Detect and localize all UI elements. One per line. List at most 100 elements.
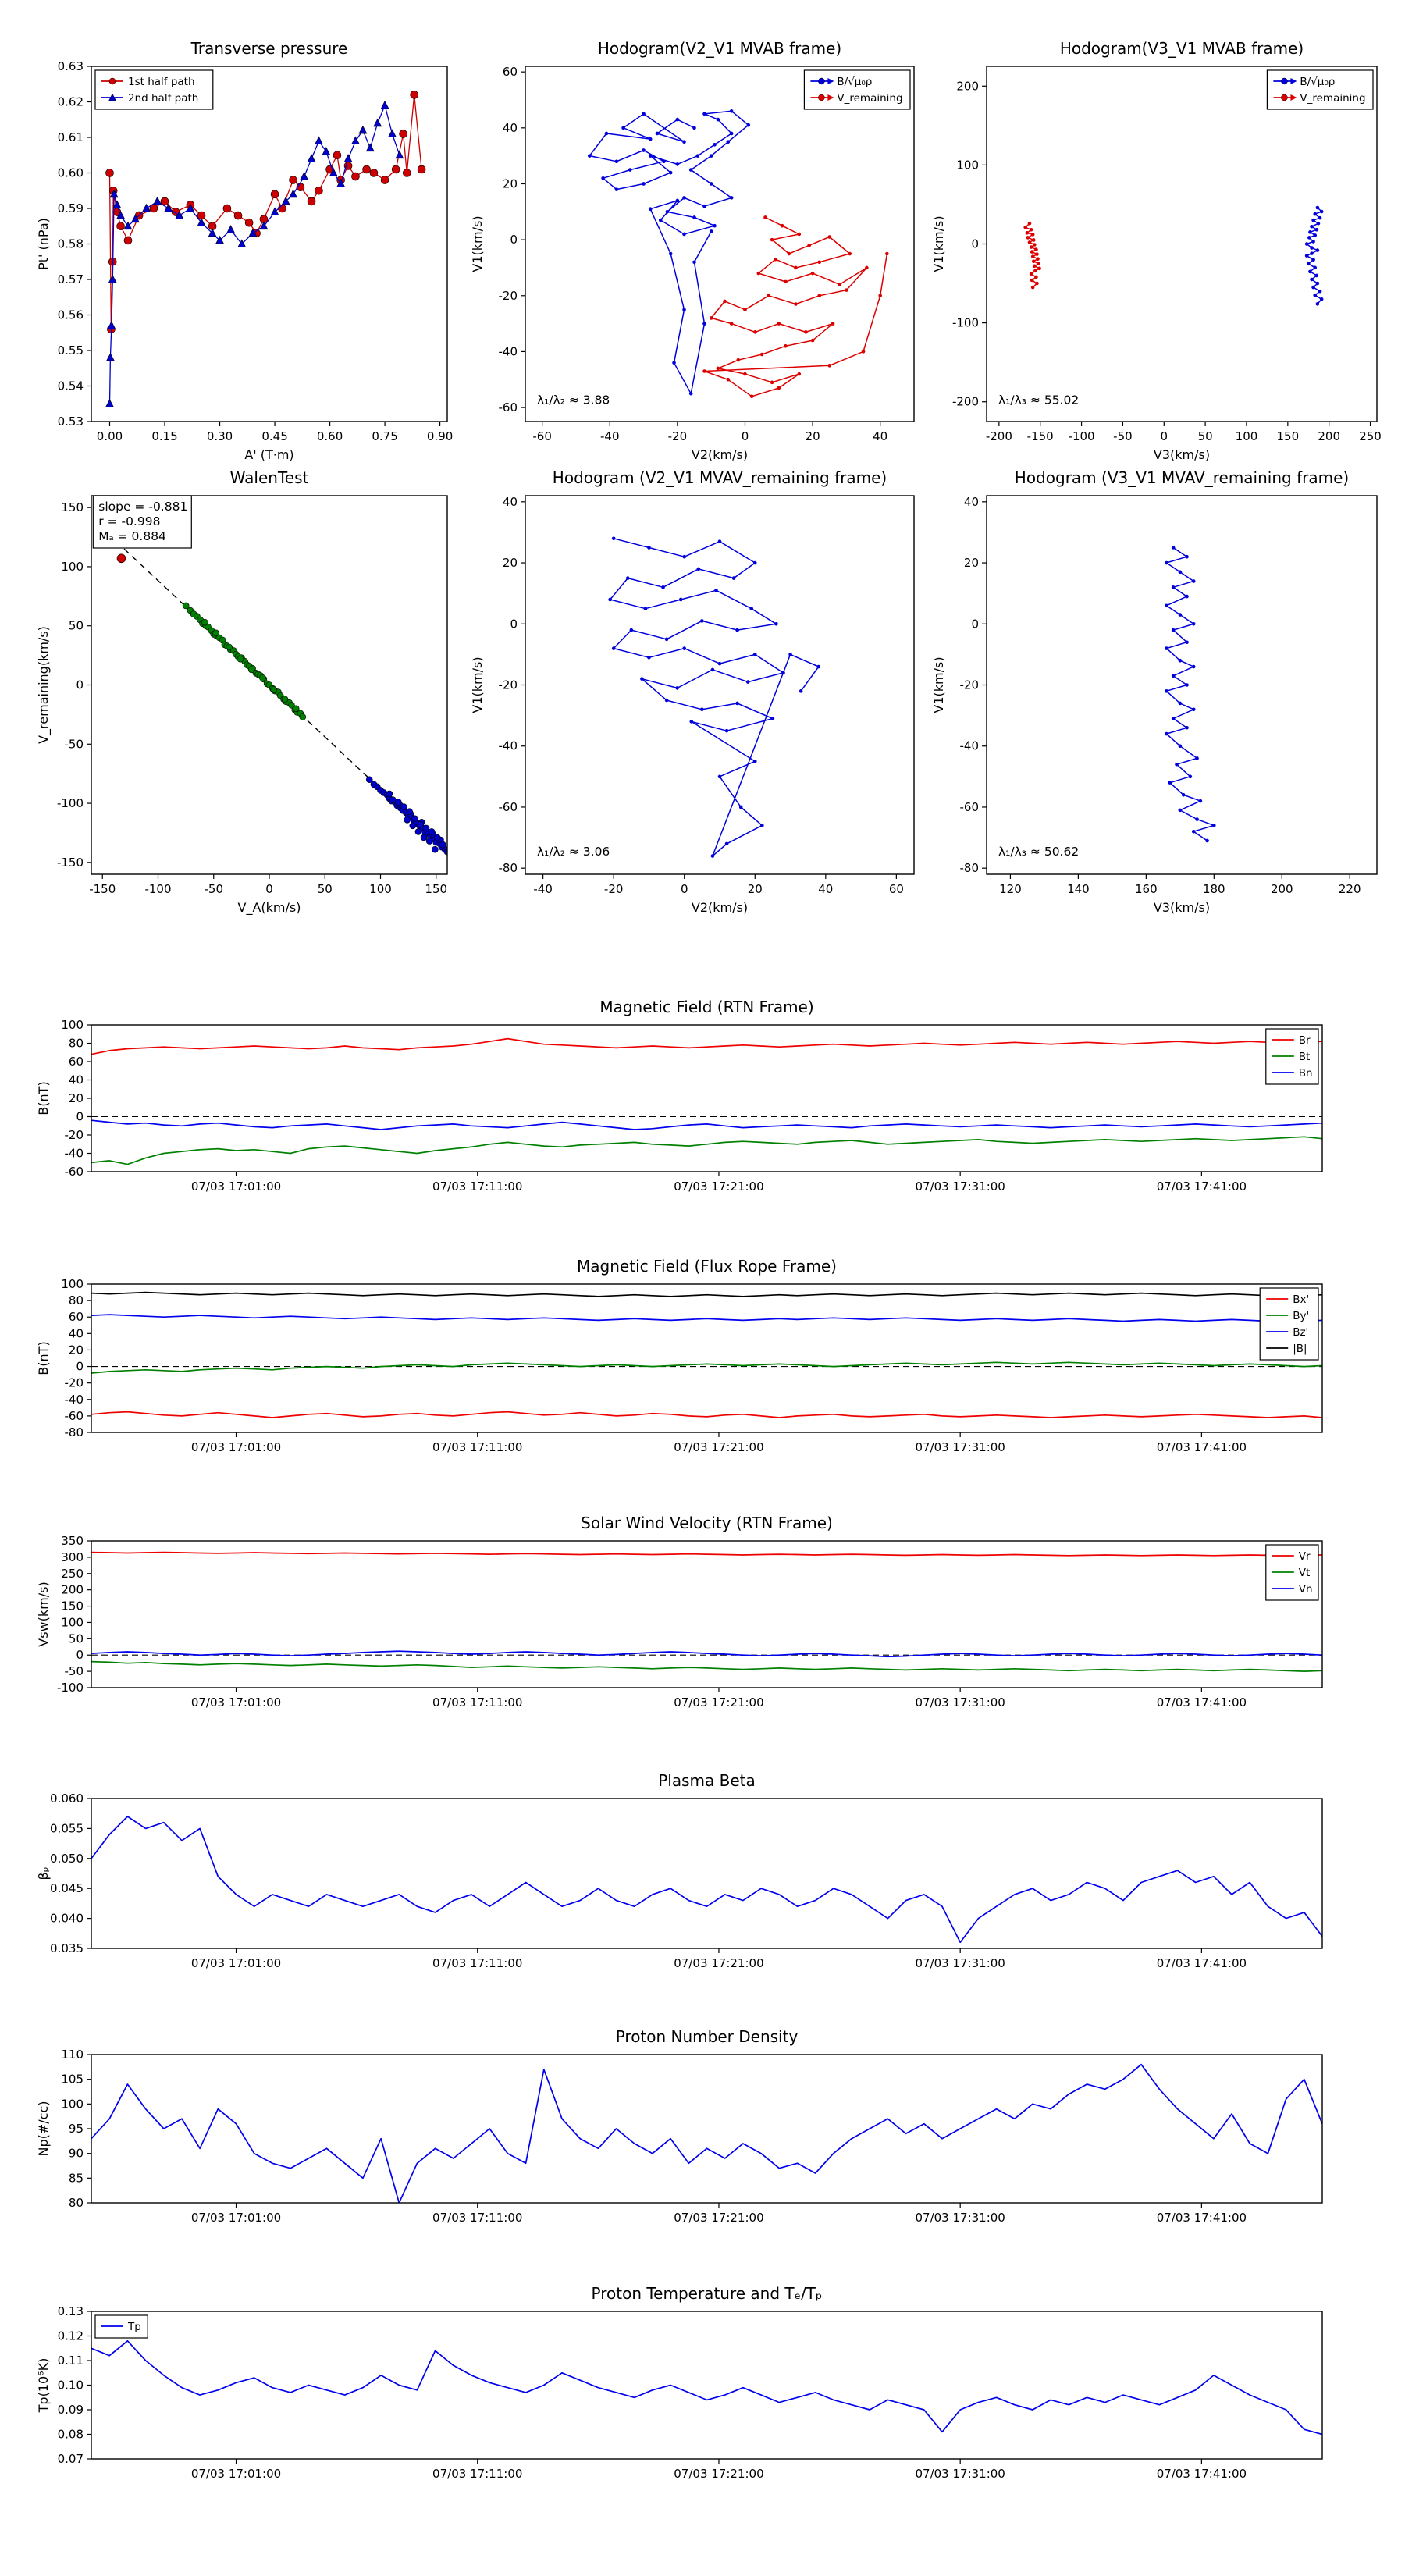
svg-text:-150: -150 xyxy=(57,856,84,870)
svg-text:0.00: 0.00 xyxy=(97,429,123,443)
svg-text:0.61: 0.61 xyxy=(58,130,84,144)
svg-text:20: 20 xyxy=(806,429,820,443)
svg-text:A' (T·m): A' (T·m) xyxy=(244,447,293,462)
svg-text:-40: -40 xyxy=(65,1393,84,1407)
svg-text:40: 40 xyxy=(818,882,833,896)
svg-text:0.57: 0.57 xyxy=(58,272,84,286)
svg-text:-20: -20 xyxy=(604,882,624,896)
svg-text:V2(km/s): V2(km/s) xyxy=(692,447,748,462)
svg-text:200: 200 xyxy=(1318,429,1340,443)
chart-title: Magnetic Field (Flux Rope Frame) xyxy=(577,1257,837,1276)
svg-text:V3(km/s): V3(km/s) xyxy=(1154,447,1210,462)
svg-text:07/03 17:01:00: 07/03 17:01:00 xyxy=(191,2211,281,2225)
svg-text:λ₁/λ₃ ≈ 55.02: λ₁/λ₃ ≈ 55.02 xyxy=(998,393,1079,407)
svg-text:-100: -100 xyxy=(144,882,171,896)
svg-text:0.10: 0.10 xyxy=(58,2379,84,2393)
svg-text:100: 100 xyxy=(1236,429,1258,443)
svg-text:-40: -40 xyxy=(65,1147,84,1161)
svg-text:07/03 17:21:00: 07/03 17:21:00 xyxy=(674,2211,763,2225)
svg-text:0.055: 0.055 xyxy=(50,1821,84,1835)
svg-text:Tp: Tp xyxy=(127,2321,141,2333)
chart-title: Magnetic Field (RTN Frame) xyxy=(599,998,814,1016)
svg-text:-20: -20 xyxy=(65,1128,84,1142)
svg-text:V1(km/s): V1(km/s) xyxy=(470,215,485,272)
svg-text:Vt: Vt xyxy=(1299,1567,1311,1579)
svg-text:350: 350 xyxy=(61,1534,84,1548)
svg-text:0: 0 xyxy=(742,429,749,443)
svg-text:85: 85 xyxy=(69,2171,84,2185)
svg-text:20: 20 xyxy=(964,556,979,570)
svg-text:07/03 17:11:00: 07/03 17:11:00 xyxy=(432,2467,522,2481)
svg-text:0.30: 0.30 xyxy=(207,429,233,443)
svg-text:-40: -40 xyxy=(499,739,518,753)
chart-title: Solar Wind Velocity (RTN Frame) xyxy=(581,1514,833,1532)
svg-text:0: 0 xyxy=(1160,429,1168,443)
svg-text:-40: -40 xyxy=(960,739,980,753)
svg-text:160: 160 xyxy=(1135,882,1158,896)
chart-title: Plasma Beta xyxy=(658,1771,756,1790)
svg-text:95: 95 xyxy=(69,2122,84,2136)
svg-text:07/03 17:31:00: 07/03 17:31:00 xyxy=(915,1179,1005,1194)
svg-text:-150: -150 xyxy=(1027,429,1054,443)
svg-text:0.045: 0.045 xyxy=(50,1881,84,1895)
chart-magnetic-field-fluxrope: Magnetic Field (Flux Rope Frame) 07/03 1… xyxy=(29,1240,1338,1471)
svg-text:0: 0 xyxy=(681,882,688,896)
svg-text:-50: -50 xyxy=(65,1664,84,1678)
svg-text:-60: -60 xyxy=(532,429,552,443)
svg-text:07/03 17:21:00: 07/03 17:21:00 xyxy=(674,1440,763,1454)
svg-text:V1(km/s): V1(km/s) xyxy=(470,656,485,713)
svg-text:07/03 17:11:00: 07/03 17:11:00 xyxy=(432,1440,522,1454)
chart-title: Hodogram(V2_V1 MVAB frame) xyxy=(597,39,842,58)
svg-text:60: 60 xyxy=(69,1310,84,1324)
svg-text:07/03 17:41:00: 07/03 17:41:00 xyxy=(1157,2211,1247,2225)
chart-transverse-pressure: Transverse pressure 0.00 0.15 0.30 0.45 0.60… xyxy=(29,22,463,468)
svg-text:100: 100 xyxy=(369,882,392,896)
chart-hodogram-v3v1-mvav: Hodogram (V3_V1 MVAV_remaining frame) 12… xyxy=(924,451,1393,921)
svg-text:20: 20 xyxy=(69,1091,84,1105)
svg-text:-40: -40 xyxy=(600,429,620,443)
chart-solar-wind-velocity: Solar Wind Velocity (RTN Frame) 07/03 17… xyxy=(29,1496,1338,1727)
svg-text:Vn: Vn xyxy=(1299,1583,1313,1596)
svg-text:0.56: 0.56 xyxy=(58,308,84,322)
svg-text:0: 0 xyxy=(76,1360,84,1374)
svg-text:0: 0 xyxy=(971,237,979,251)
svg-text:07/03 17:31:00: 07/03 17:31:00 xyxy=(915,2467,1005,2481)
vsw_rtn-plot: 07/03 17:01:00 07/03 17:11:00 07/03 17:21:… xyxy=(36,1534,1323,1710)
chart-title: WalenTest xyxy=(229,468,309,487)
walen_test-plot: -150 -100 -50 0 50 100 150 -150 -100 -50 0 50 100 150… xyxy=(36,495,448,916)
svg-text:λ₁/λ₃ ≈ 50.62: λ₁/λ₃ ≈ 50.62 xyxy=(998,845,1079,859)
svg-text:-40: -40 xyxy=(499,344,518,358)
svg-text:Tp(10⁶K): Tp(10⁶K) xyxy=(36,2358,51,2414)
svg-text:50: 50 xyxy=(69,1631,84,1646)
svg-text:07/03 17:11:00: 07/03 17:11:00 xyxy=(432,2211,522,2225)
svg-text:150: 150 xyxy=(61,1599,84,1614)
svg-text:07/03 17:01:00: 07/03 17:01:00 xyxy=(191,1695,281,1710)
svg-text:60: 60 xyxy=(889,882,904,896)
svg-text:07/03 17:01:00: 07/03 17:01:00 xyxy=(191,1956,281,1970)
svg-text:0.13: 0.13 xyxy=(58,2304,84,2318)
svg-text:-20: -20 xyxy=(65,1376,84,1390)
svg-text:-50: -50 xyxy=(65,737,84,751)
proton_temp-plot: 07/03 17:01:00 07/03 17:11:00 07/03 17:21:… xyxy=(36,2304,1323,2481)
svg-text:-100: -100 xyxy=(57,1681,84,1695)
svg-text:V2(km/s): V2(km/s) xyxy=(692,900,748,915)
svg-text:20: 20 xyxy=(748,882,763,896)
svg-text:-20: -20 xyxy=(960,678,980,692)
b_fluxrope-plot: 07/03 17:01:00 07/03 17:11:00 07/03 17:21:… xyxy=(36,1277,1323,1454)
svg-text:50: 50 xyxy=(69,619,84,633)
svg-text:0.58: 0.58 xyxy=(58,237,84,251)
svg-text:40: 40 xyxy=(503,495,518,509)
svg-text:07/03 17:11:00: 07/03 17:11:00 xyxy=(432,1179,522,1194)
svg-text:0.75: 0.75 xyxy=(372,429,397,443)
svg-text:250: 250 xyxy=(1359,429,1382,443)
svg-text:07/03 17:21:00: 07/03 17:21:00 xyxy=(674,2467,763,2481)
svg-text:-150: -150 xyxy=(89,882,116,896)
svg-text:B(nT): B(nT) xyxy=(36,1081,51,1115)
transverse_pressure-plot: 0.00 0.15 0.30 0.45 0.60 0.75 0.90 0.53 0.54 0.55… xyxy=(36,59,453,462)
svg-text:0.53: 0.53 xyxy=(58,415,84,429)
svg-text:200: 200 xyxy=(1271,882,1293,896)
svg-text:-20: -20 xyxy=(668,429,688,443)
chart-hodogram-v2v1-mvab: Hodogram(V2_V1 MVAB frame) -60 -40 -20 0 20 4… xyxy=(463,22,930,468)
svg-text:100: 100 xyxy=(61,560,84,574)
